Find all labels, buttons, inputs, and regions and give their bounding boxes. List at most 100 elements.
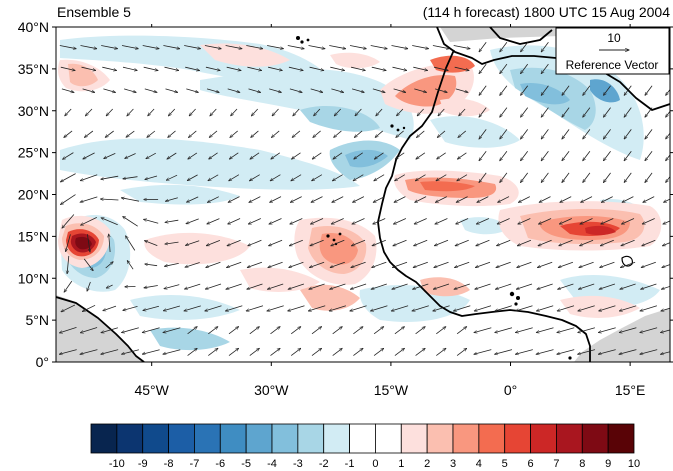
wind-vector (225, 305, 243, 311)
wind-vector (415, 327, 426, 335)
wind-vector (373, 327, 384, 335)
wind-vector (477, 196, 489, 203)
wind-vector (433, 66, 448, 70)
wind-vector (142, 327, 160, 333)
lon-tick-label: 45°W (134, 382, 169, 398)
colorbar-label: 3 (450, 458, 456, 470)
wind-vector (332, 327, 343, 335)
wind-vector (412, 45, 428, 49)
wind-vector (82, 304, 96, 311)
wind-vector (541, 42, 549, 52)
wind-vector (438, 108, 445, 116)
wind-vector (80, 174, 98, 181)
wind-vector (433, 305, 450, 311)
wind-vector (127, 261, 134, 270)
wind-vector (497, 239, 511, 246)
wind-vector (163, 327, 181, 333)
wind-vector (227, 88, 240, 93)
wind-vector (87, 234, 90, 252)
wind-vector (87, 281, 91, 291)
colorbar-label: 10 (628, 458, 640, 470)
wind-vector (516, 283, 533, 289)
wind-vector (392, 283, 408, 289)
wind-vector (145, 175, 158, 180)
wind-vector (415, 174, 426, 181)
wind-vector (184, 305, 201, 311)
wind-vector (479, 107, 487, 118)
wind-vector (642, 239, 656, 246)
wind-vector (308, 305, 326, 311)
wind-vector (268, 66, 282, 70)
wind-vector (521, 150, 529, 161)
colorbar-swatch (375, 423, 402, 454)
wind-vector (270, 174, 281, 181)
wind-vector (354, 130, 363, 138)
wind-vector (80, 196, 98, 202)
wind-vector (148, 108, 155, 116)
wind-vector (622, 196, 634, 203)
wind-vector (479, 172, 487, 183)
wind-vector (186, 240, 200, 246)
wind-vector (397, 108, 404, 116)
wind-vector (270, 348, 281, 356)
colorbar-swatch (452, 423, 480, 454)
wind-vector (373, 218, 386, 225)
wind-vector (541, 172, 549, 183)
wind-vector (248, 239, 262, 246)
wind-vector (126, 130, 135, 137)
wind-vector (121, 198, 140, 202)
wind-vector (251, 130, 259, 138)
wind-vector (312, 152, 322, 159)
wind-vector (209, 130, 218, 138)
wind-vector (81, 217, 97, 225)
wind-vector (457, 174, 468, 181)
wind-vector (64, 280, 73, 292)
wind-vector (515, 349, 533, 355)
wind-vector (645, 129, 653, 139)
wind-vector (374, 174, 385, 181)
wind-vector (331, 239, 345, 246)
wind-vector (207, 218, 220, 224)
wind-vector (142, 45, 159, 49)
wind-vector (205, 283, 222, 289)
lat-tick-label: 30°N (18, 103, 49, 119)
wind-vector (474, 349, 492, 355)
colorbar-swatch (400, 423, 428, 454)
wind-vector (353, 327, 363, 335)
wind-vector (267, 45, 283, 49)
wind-vector (370, 45, 388, 49)
wind-vector (620, 261, 636, 267)
wind-vector (500, 129, 508, 139)
wind-vector (583, 172, 591, 183)
wind-vector (414, 88, 426, 93)
lat-tick-label: 10°N (18, 270, 49, 286)
wind-vector (272, 108, 279, 116)
wind-vector (349, 45, 366, 49)
wind-vector (226, 283, 242, 289)
wind-vector (536, 349, 554, 355)
wind-vector (500, 150, 508, 161)
wind-vector (309, 261, 325, 267)
wind-vector (185, 283, 201, 289)
wind-vector (393, 239, 407, 246)
wind-vector (168, 130, 176, 138)
wind-vector (497, 218, 510, 225)
wind-vector (375, 130, 384, 138)
wind-vector (518, 196, 530, 203)
reference-vector-label: Reference Vector (566, 58, 659, 72)
wind-vector (662, 242, 670, 246)
wind-vector (109, 234, 110, 253)
wind-vector (562, 107, 570, 118)
wind-vector (249, 174, 260, 181)
wind-vector (249, 196, 261, 203)
colorbar-label: -2 (319, 458, 329, 470)
wind-vector (290, 218, 303, 225)
wind-vector (352, 218, 365, 225)
wind-vector (371, 305, 388, 311)
wind-vector (580, 218, 593, 225)
wind-vector (163, 45, 179, 49)
wind-vector (309, 283, 325, 289)
wind-vector (603, 85, 611, 96)
wind-vector (250, 152, 260, 159)
wind-vector (355, 108, 362, 116)
